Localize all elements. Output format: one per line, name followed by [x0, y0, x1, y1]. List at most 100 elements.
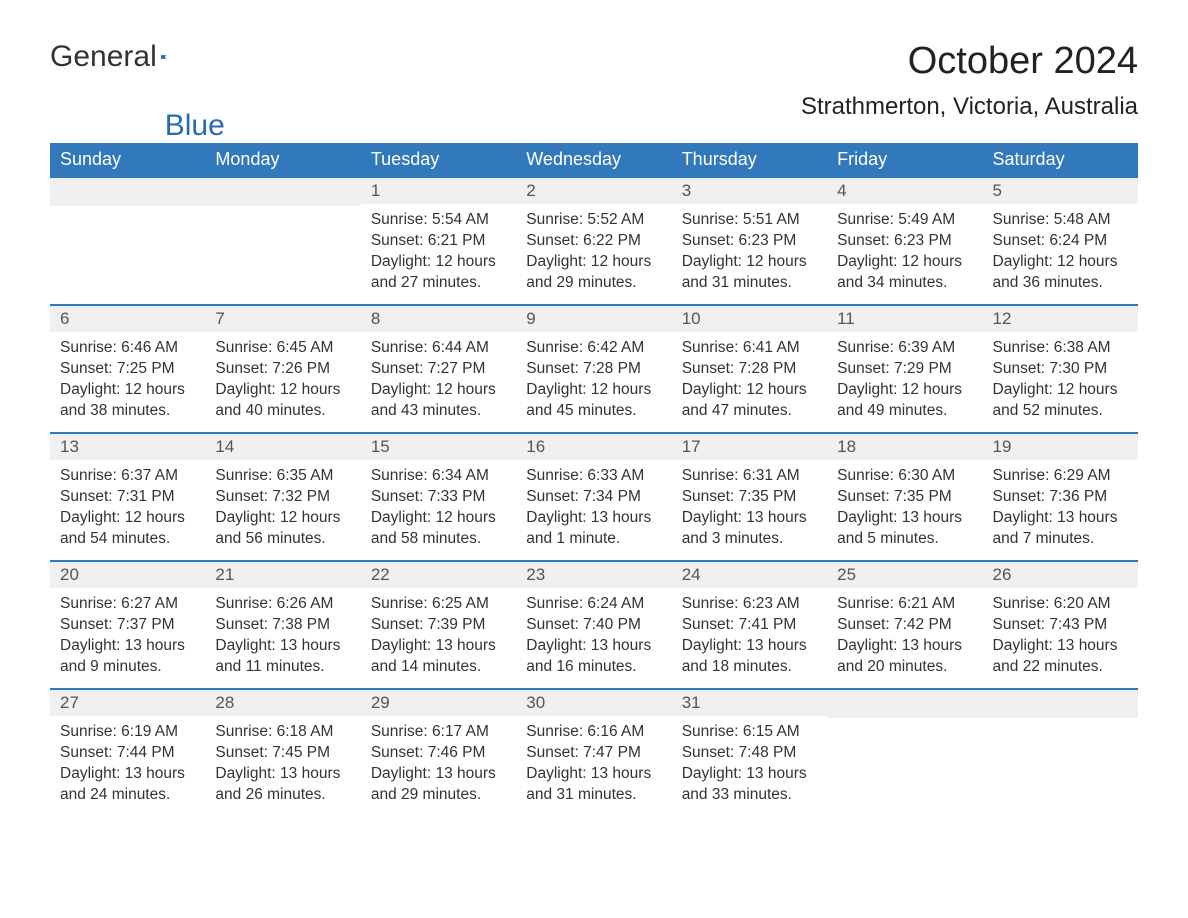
calendar-day-cell: 25Sunrise: 6:21 AMSunset: 7:42 PMDayligh… [827, 560, 982, 688]
daylight-text: Daylight: 13 hours [526, 636, 661, 657]
sunrise-text: Sunrise: 6:18 AM [215, 722, 350, 743]
calendar-week-row: 27Sunrise: 6:19 AMSunset: 7:44 PMDayligh… [50, 688, 1138, 816]
sunrise-text: Sunrise: 6:29 AM [993, 466, 1128, 487]
daylight-text-2: and 16 minutes. [526, 657, 661, 678]
day-details: Sunrise: 6:33 AMSunset: 7:34 PMDaylight:… [516, 460, 671, 554]
sunset-text: Sunset: 7:48 PM [682, 743, 817, 764]
daylight-text-2: and 5 minutes. [837, 529, 972, 550]
day-number: 23 [516, 560, 671, 588]
calendar-week-row: 13Sunrise: 6:37 AMSunset: 7:31 PMDayligh… [50, 432, 1138, 560]
daylight-text-2: and 45 minutes. [526, 401, 661, 422]
sunrise-text: Sunrise: 6:33 AM [526, 466, 661, 487]
day-number: 8 [361, 304, 516, 332]
sunset-text: Sunset: 7:39 PM [371, 615, 506, 636]
sunrise-text: Sunrise: 6:44 AM [371, 338, 506, 359]
sunrise-text: Sunrise: 6:42 AM [526, 338, 661, 359]
sunrise-text: Sunrise: 6:26 AM [215, 594, 350, 615]
calendar-week-row: 6Sunrise: 6:46 AMSunset: 7:25 PMDaylight… [50, 304, 1138, 432]
daylight-text: Daylight: 13 hours [837, 636, 972, 657]
day-details: Sunrise: 6:23 AMSunset: 7:41 PMDaylight:… [672, 588, 827, 682]
sunset-text: Sunset: 7:36 PM [993, 487, 1128, 508]
day-number: 28 [205, 688, 360, 716]
day-number: 30 [516, 688, 671, 716]
day-number: 19 [983, 432, 1138, 460]
daylight-text-2: and 22 minutes. [993, 657, 1128, 678]
calendar-day-cell [50, 176, 205, 304]
calendar-day-cell: 20Sunrise: 6:27 AMSunset: 7:37 PMDayligh… [50, 560, 205, 688]
calendar-day-cell: 21Sunrise: 6:26 AMSunset: 7:38 PMDayligh… [205, 560, 360, 688]
weekday-header: Sunday [50, 143, 205, 176]
calendar-day-cell: 6Sunrise: 6:46 AMSunset: 7:25 PMDaylight… [50, 304, 205, 432]
day-details: Sunrise: 5:54 AMSunset: 6:21 PMDaylight:… [361, 204, 516, 298]
location-label: Strathmerton, Victoria, Australia [801, 93, 1138, 121]
brand-text-1: General [50, 40, 157, 74]
daylight-text-2: and 54 minutes. [60, 529, 195, 550]
calendar-day-cell: 11Sunrise: 6:39 AMSunset: 7:29 PMDayligh… [827, 304, 982, 432]
day-number: 7 [205, 304, 360, 332]
day-details: Sunrise: 6:41 AMSunset: 7:28 PMDaylight:… [672, 332, 827, 426]
daylight-text: Daylight: 12 hours [993, 380, 1128, 401]
daylight-text-2: and 56 minutes. [215, 529, 350, 550]
brand-logo: General [50, 40, 193, 74]
day-details: Sunrise: 6:16 AMSunset: 7:47 PMDaylight:… [516, 716, 671, 810]
daylight-text: Daylight: 13 hours [215, 764, 350, 785]
calendar-day-cell: 26Sunrise: 6:20 AMSunset: 7:43 PMDayligh… [983, 560, 1138, 688]
calendar-day-cell: 14Sunrise: 6:35 AMSunset: 7:32 PMDayligh… [205, 432, 360, 560]
calendar-table: SundayMondayTuesdayWednesdayThursdayFrid… [50, 143, 1138, 816]
brand-text-2: Blue [165, 109, 225, 143]
daylight-text: Daylight: 12 hours [371, 252, 506, 273]
calendar-body: 1Sunrise: 5:54 AMSunset: 6:21 PMDaylight… [50, 176, 1138, 816]
daylight-text-2: and 43 minutes. [371, 401, 506, 422]
daylight-text-2: and 49 minutes. [837, 401, 972, 422]
day-number-empty [50, 176, 205, 206]
day-details: Sunrise: 6:30 AMSunset: 7:35 PMDaylight:… [827, 460, 982, 554]
daylight-text-2: and 7 minutes. [993, 529, 1128, 550]
sunrise-text: Sunrise: 6:34 AM [371, 466, 506, 487]
daylight-text: Daylight: 12 hours [60, 508, 195, 529]
sunrise-text: Sunrise: 6:19 AM [60, 722, 195, 743]
day-details: Sunrise: 6:19 AMSunset: 7:44 PMDaylight:… [50, 716, 205, 810]
sunset-text: Sunset: 7:46 PM [371, 743, 506, 764]
sunrise-text: Sunrise: 6:23 AM [682, 594, 817, 615]
day-details: Sunrise: 6:25 AMSunset: 7:39 PMDaylight:… [361, 588, 516, 682]
sunrise-text: Sunrise: 6:38 AM [993, 338, 1128, 359]
daylight-text: Daylight: 12 hours [371, 380, 506, 401]
daylight-text: Daylight: 12 hours [682, 252, 817, 273]
sunset-text: Sunset: 7:42 PM [837, 615, 972, 636]
daylight-text-2: and 40 minutes. [215, 401, 350, 422]
daylight-text: Daylight: 13 hours [682, 508, 817, 529]
day-number: 22 [361, 560, 516, 588]
sunset-text: Sunset: 7:33 PM [371, 487, 506, 508]
sunset-text: Sunset: 7:37 PM [60, 615, 195, 636]
calendar-day-cell: 5Sunrise: 5:48 AMSunset: 6:24 PMDaylight… [983, 176, 1138, 304]
sunrise-text: Sunrise: 6:39 AM [837, 338, 972, 359]
day-details: Sunrise: 6:38 AMSunset: 7:30 PMDaylight:… [983, 332, 1138, 426]
calendar-day-cell: 12Sunrise: 6:38 AMSunset: 7:30 PMDayligh… [983, 304, 1138, 432]
sunset-text: Sunset: 7:34 PM [526, 487, 661, 508]
sunset-text: Sunset: 6:22 PM [526, 231, 661, 252]
day-number-empty [983, 688, 1138, 718]
calendar-day-cell: 22Sunrise: 6:25 AMSunset: 7:39 PMDayligh… [361, 560, 516, 688]
day-number: 1 [361, 176, 516, 204]
daylight-text: Daylight: 13 hours [526, 508, 661, 529]
day-number: 25 [827, 560, 982, 588]
daylight-text: Daylight: 13 hours [215, 636, 350, 657]
weekday-header-row: SundayMondayTuesdayWednesdayThursdayFrid… [50, 143, 1138, 176]
sunrise-text: Sunrise: 5:51 AM [682, 210, 817, 231]
daylight-text: Daylight: 13 hours [837, 508, 972, 529]
daylight-text-2: and 29 minutes. [526, 273, 661, 294]
sunset-text: Sunset: 6:21 PM [371, 231, 506, 252]
daylight-text-2: and 3 minutes. [682, 529, 817, 550]
calendar-day-cell: 10Sunrise: 6:41 AMSunset: 7:28 PMDayligh… [672, 304, 827, 432]
sunrise-text: Sunrise: 6:24 AM [526, 594, 661, 615]
sunrise-text: Sunrise: 6:16 AM [526, 722, 661, 743]
calendar-day-cell [827, 688, 982, 816]
page-title: October 2024 [801, 40, 1138, 83]
day-details: Sunrise: 5:48 AMSunset: 6:24 PMDaylight:… [983, 204, 1138, 298]
sunrise-text: Sunrise: 6:46 AM [60, 338, 195, 359]
daylight-text-2: and 52 minutes. [993, 401, 1128, 422]
day-details: Sunrise: 6:44 AMSunset: 7:27 PMDaylight:… [361, 332, 516, 426]
weekday-header: Friday [827, 143, 982, 176]
sunset-text: Sunset: 7:27 PM [371, 359, 506, 380]
daylight-text: Daylight: 13 hours [993, 508, 1128, 529]
